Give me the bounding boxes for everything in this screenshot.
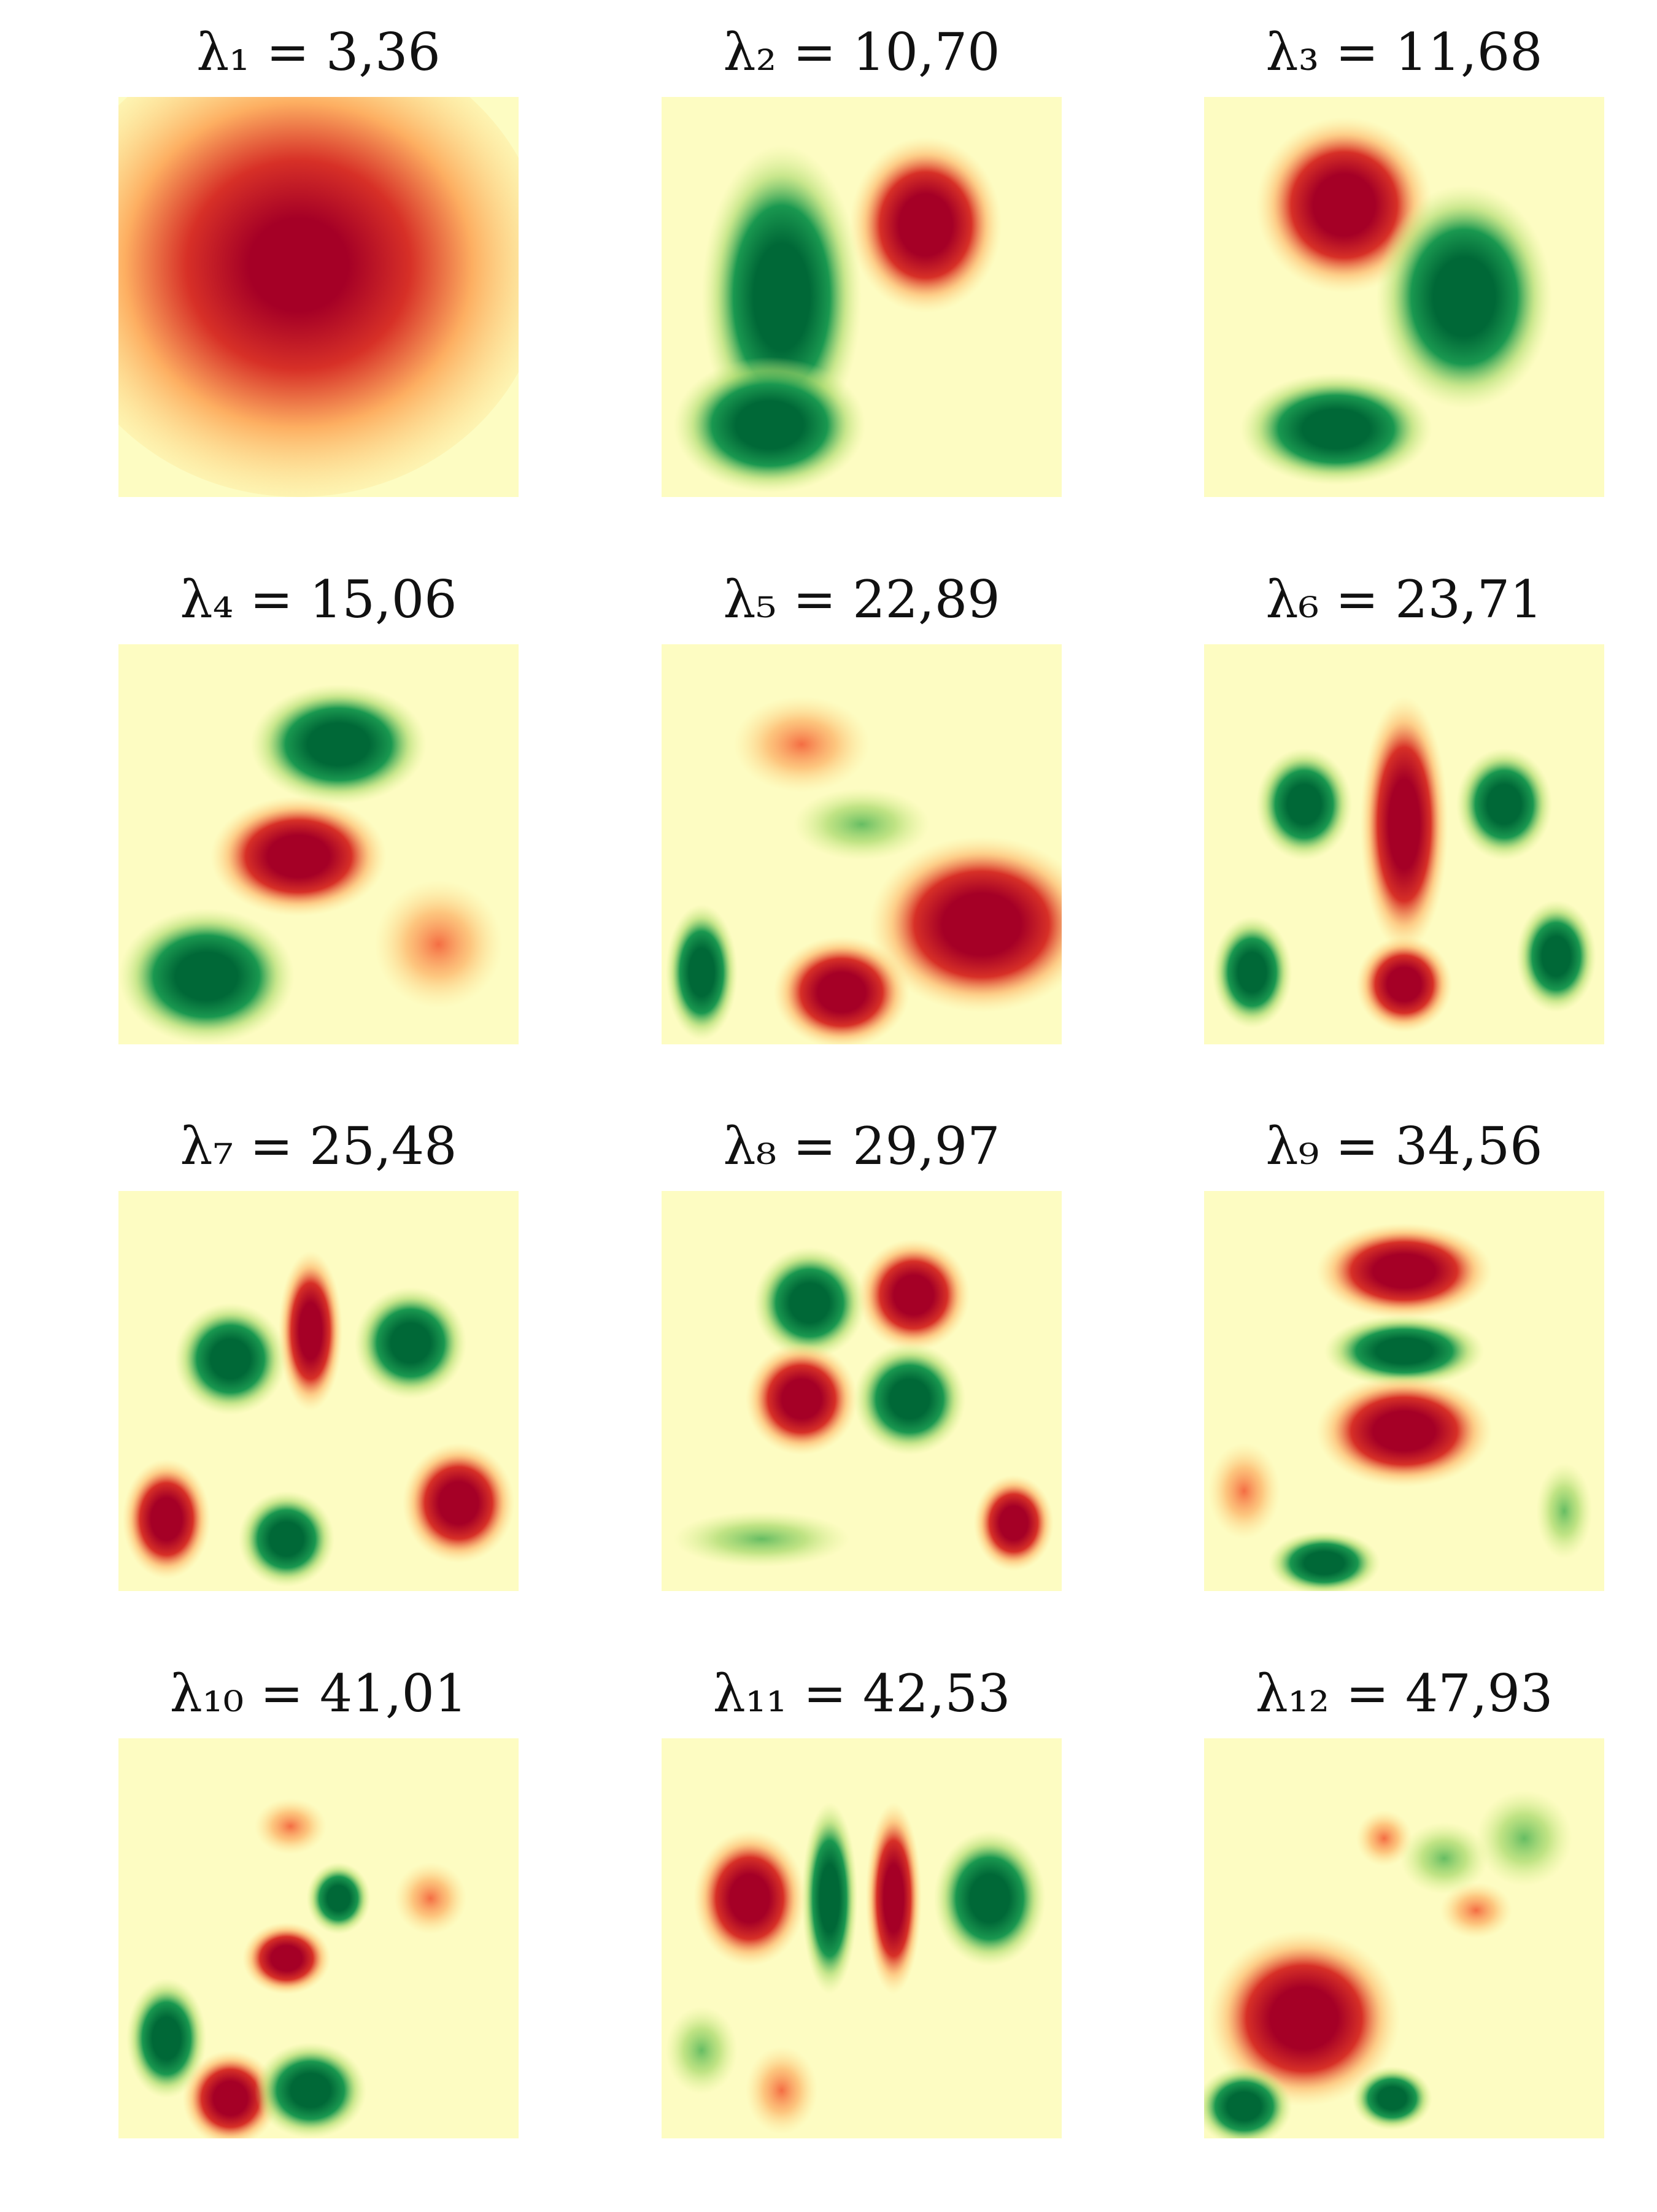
heatmap-blob xyxy=(1440,1882,1513,1938)
heatmap-blob xyxy=(1352,2066,1432,2130)
heatmap xyxy=(1204,644,1604,1044)
heatmap-blob xyxy=(933,1830,1046,1967)
heatmap-blob xyxy=(1476,1790,1572,1887)
heatmap-blob xyxy=(665,904,738,1041)
heatmap-blob xyxy=(354,1287,467,1400)
heatmap-blob xyxy=(870,836,1062,1012)
panel-title: λ₉ = 34,56 xyxy=(1265,1116,1542,1176)
heatmap xyxy=(1204,97,1604,497)
heatmap-blob xyxy=(1360,696,1448,953)
panel-title: λ₁ = 3,36 xyxy=(196,22,441,82)
heatmap-blob xyxy=(1356,1810,1413,1867)
heatmap-blob xyxy=(174,1303,287,1416)
heatmap-blob xyxy=(745,2046,818,2135)
heatmap-blob xyxy=(1536,1463,1593,1559)
heatmap-blob xyxy=(853,1343,966,1455)
heatmap-blob xyxy=(1256,748,1353,861)
heatmap xyxy=(118,97,519,497)
heatmap-blob xyxy=(1212,916,1292,1028)
heatmap-blob xyxy=(753,1247,866,1359)
heatmap-blob xyxy=(794,788,930,861)
heatmap xyxy=(662,1738,1062,2138)
panel-title: λ₆ = 23,71 xyxy=(1265,569,1542,630)
heatmap-blob xyxy=(402,1443,515,1563)
heatmap-blob xyxy=(973,1474,1054,1571)
heatmap-blob xyxy=(1400,1822,1488,1895)
heatmap-blob xyxy=(1516,900,1596,1012)
heatmap xyxy=(662,97,1062,497)
heatmap-blob xyxy=(306,1862,371,1935)
heatmap-blob xyxy=(1208,1930,1400,2106)
panel-title: λ₇ = 25,48 xyxy=(180,1116,457,1176)
heatmap-blob xyxy=(673,1511,850,1567)
heatmap-blob xyxy=(374,880,503,1009)
heatmap xyxy=(662,1191,1062,1591)
heatmap-blob xyxy=(1356,936,1453,1033)
heatmap-blob xyxy=(254,2042,367,2138)
heatmap-blob xyxy=(1316,1374,1493,1487)
heatmap-blob xyxy=(118,908,295,1044)
heatmap xyxy=(662,644,1062,1044)
heatmap-blob xyxy=(773,936,910,1044)
heatmap-blob xyxy=(394,1862,467,1935)
heatmap-blob xyxy=(238,1491,335,1587)
heatmap-blob xyxy=(1456,748,1553,861)
heatmap xyxy=(118,1191,519,1591)
panel-title: λ₁₂ = 47,93 xyxy=(1256,1663,1553,1724)
heatmap-blob xyxy=(1316,1223,1493,1319)
panel-title: λ₈ = 29,97 xyxy=(723,1116,1000,1176)
heatmap-blob xyxy=(122,1459,211,1579)
heatmap-blob xyxy=(849,137,1002,314)
heatmap-blob xyxy=(254,1798,327,1855)
heatmap xyxy=(118,1738,519,2138)
panel-title: λ₄ = 15,06 xyxy=(180,569,457,630)
heatmap-blob xyxy=(857,1239,970,1351)
heatmap-blob xyxy=(745,1343,858,1455)
panel-title: λ₁₁ = 42,53 xyxy=(713,1663,1011,1724)
heatmap-blob xyxy=(242,1922,331,1995)
heatmap-blob xyxy=(126,1978,207,2098)
heatmap xyxy=(1204,1191,1604,1591)
heatmap-blob xyxy=(1376,185,1553,409)
heatmap-blob xyxy=(865,1802,922,1995)
heatmap-blob xyxy=(801,1802,858,1995)
panel-title: λ₃ = 11,68 xyxy=(1265,22,1542,82)
heatmap-blob xyxy=(1204,2066,1292,2138)
heatmap-blob xyxy=(1324,1315,1485,1387)
heatmap-blob xyxy=(182,2050,279,2138)
heatmap-blob xyxy=(1240,372,1432,485)
panel-title: λ₁₀ = 41,01 xyxy=(170,1663,468,1724)
heatmap xyxy=(1204,1738,1604,2138)
heatmap-blob xyxy=(733,696,870,793)
heatmap-blob xyxy=(1268,1531,1380,1591)
heatmap-blob xyxy=(278,1251,343,1411)
heatmap-blob xyxy=(118,97,519,497)
heatmap-blob xyxy=(665,2006,738,2095)
heatmap-blob xyxy=(693,1830,806,1967)
heatmap-blob xyxy=(1208,1443,1280,1540)
heatmap-blob xyxy=(210,796,387,917)
heatmap-blob xyxy=(673,356,866,493)
panel-title: λ₅ = 22,89 xyxy=(723,569,1000,630)
heatmap xyxy=(118,644,519,1044)
panel-title: λ₂ = 10,70 xyxy=(723,22,1000,82)
heatmap-blob xyxy=(250,684,427,804)
